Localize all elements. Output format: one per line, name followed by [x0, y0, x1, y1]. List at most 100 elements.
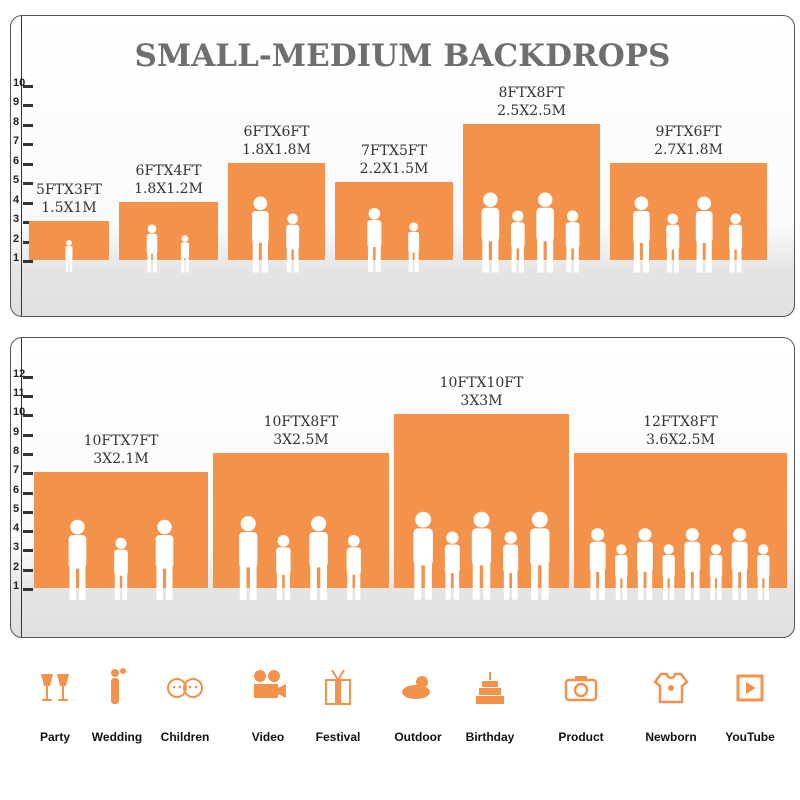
tick-label: 5: [13, 174, 20, 186]
person-silhouette: [729, 213, 743, 272]
person-silhouette: [68, 519, 87, 600]
use-case-label: Video: [251, 730, 285, 744]
tick-label: 7: [13, 135, 20, 147]
size-meters: 3.6X2.5M: [646, 431, 715, 448]
person-silhouette: [731, 527, 748, 600]
person-silhouette: [471, 511, 492, 600]
use-case-label: Product: [558, 730, 604, 744]
tick-label: 10: [13, 406, 26, 419]
tick-mark: [23, 221, 33, 224]
cloud-sun-icon: [383, 668, 453, 708]
tick-label: 8: [13, 444, 20, 457]
axis-line: [21, 16, 22, 316]
person-silhouette: [346, 534, 361, 600]
tick-label: 3: [13, 213, 20, 225]
person-silhouette: [444, 531, 460, 600]
backdrop-size-label: 10FTX7FT 3X2.1M: [84, 432, 159, 468]
size-feet: 9FTX6FT: [655, 123, 722, 140]
tick-label: 4: [13, 193, 20, 206]
tick-mark: [23, 452, 33, 456]
tick-mark: [23, 123, 33, 127]
tick-mark: [23, 395, 33, 398]
page-title: SMALL-MEDIUM BACKDROPS: [134, 38, 671, 74]
tick-label: 9: [13, 96, 20, 108]
champagne-glasses-icon: [20, 668, 90, 708]
use-case-label: Party: [39, 730, 71, 744]
person-silhouette: [481, 192, 500, 272]
size-meters: 3X3M: [460, 393, 503, 410]
person-silhouette: [408, 222, 420, 272]
tick-label: 7: [13, 464, 20, 477]
size-feet: 10FTX10FT: [439, 375, 524, 392]
use-case-label: Outdoor: [394, 730, 442, 744]
tick-mark: [23, 549, 33, 553]
silhouettes: [589, 527, 770, 600]
gift-box-icon: [303, 668, 373, 708]
size-feet: 8FTX8FT: [498, 84, 565, 101]
person-silhouette: [666, 213, 680, 272]
children-faces-icon: [150, 668, 220, 708]
play-button-icon: [715, 668, 785, 708]
person-silhouette: [155, 519, 174, 600]
size-meters: 1.8X1.8M: [242, 141, 311, 158]
tick-label: 11: [13, 387, 25, 399]
tick-label: 1: [13, 580, 20, 592]
camera-icon: [546, 668, 616, 708]
person-silhouette: [367, 208, 382, 272]
tick-mark: [23, 240, 33, 244]
size-feet: 10FTX8FT: [263, 413, 339, 430]
tick-label: 2: [13, 232, 20, 245]
backdrop-bar: [335, 182, 453, 260]
backdrop-size-label: 6FTX4FT 1.8X1.2M: [134, 162, 203, 198]
tick-mark: [23, 143, 33, 146]
use-case-label: Festival: [315, 730, 361, 744]
person-silhouette: [637, 527, 653, 600]
silhouettes: [68, 519, 174, 600]
person-silhouette: [503, 531, 519, 600]
backdrop-bar: [119, 201, 218, 260]
tick-label: 4: [13, 522, 20, 535]
backdrop-bar: [228, 162, 325, 260]
person-silhouette: [146, 224, 158, 272]
backdrop-size-label: 10FTX10FT 3X3M: [440, 374, 524, 410]
backdrop-size-label: 8FTX8FT 2.5X2.5M: [497, 84, 566, 120]
person-silhouette: [276, 534, 291, 600]
backdrop-size-label: 7FTX5FT 2.2X1.5M: [360, 142, 429, 178]
person-silhouette: [510, 210, 525, 272]
tick-label: 6: [13, 483, 20, 496]
tick-mark: [23, 84, 33, 88]
backdrop-bar: [574, 452, 787, 588]
person-silhouette: [238, 515, 258, 600]
tick-mark: [23, 182, 33, 185]
tick-mark: [23, 530, 33, 534]
size-feet: 10FTX7FT: [83, 433, 159, 450]
size-meters: 3X2.1M: [93, 451, 149, 468]
size-feet: 6FTX4FT: [135, 162, 202, 179]
person-silhouette: [65, 240, 73, 272]
person-silhouette: [180, 234, 190, 272]
tick-label: 5: [13, 502, 20, 515]
tick-label: 6: [13, 154, 20, 167]
small-backdrops-panel: SMALL-MEDIUM BACKDROPS 1 2 3 4 5 6 7 8 9 10 5FTX3F…: [10, 15, 795, 317]
person-silhouette: [536, 192, 554, 272]
silhouettes: [413, 511, 550, 600]
backdrop-size-label: 10FTX8FT 3X2.5M: [264, 413, 339, 449]
person-silhouette: [565, 210, 580, 272]
silhouettes: [238, 515, 361, 600]
person-silhouette: [633, 196, 650, 272]
tick-mark: [23, 433, 33, 437]
silhouettes: [251, 196, 300, 272]
silhouettes: [481, 192, 580, 272]
size-meters: 3X2.5M: [273, 431, 329, 448]
silhouettes: [146, 224, 190, 272]
person-silhouette: [413, 511, 433, 600]
person-silhouette: [662, 544, 675, 600]
use-case-label: Wedding: [91, 730, 143, 744]
person-silhouette: [615, 544, 628, 600]
person-silhouette: [309, 515, 328, 600]
tick-mark: [23, 162, 33, 166]
person-silhouette: [684, 527, 701, 600]
backdrop-size-label: 6FTX6FT 1.8X1.8M: [242, 123, 311, 159]
size-meters: 2.5X2.5M: [497, 102, 566, 119]
tick-mark: [23, 414, 33, 418]
